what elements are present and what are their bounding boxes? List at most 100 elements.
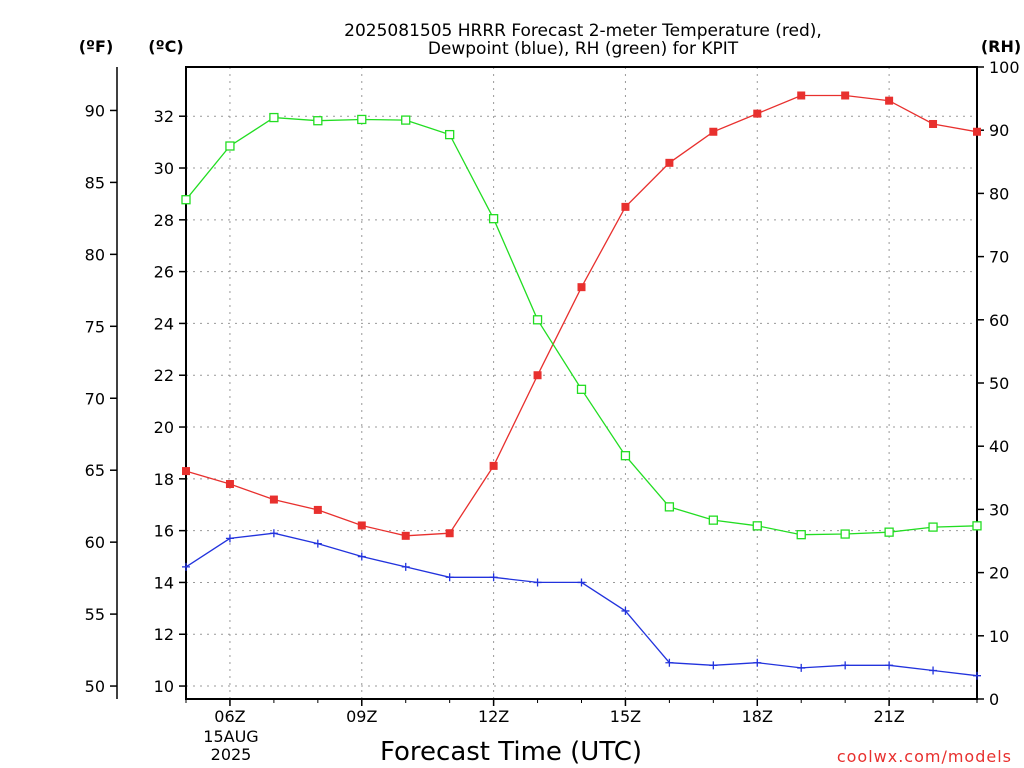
celsius-tick-label: 26 (154, 263, 174, 282)
x-tick-label: 18Z (742, 707, 773, 726)
celsius-tick-label: 20 (154, 418, 174, 437)
data-point (445, 129, 455, 140)
rh-tick-label: 60 (989, 311, 1009, 330)
data-point (533, 578, 542, 587)
series-line (185, 116, 978, 536)
rh-tick-label: 30 (989, 500, 1009, 519)
data-point (488, 214, 499, 224)
fahrenheit-tick-label: 85 (85, 173, 105, 192)
data-point (532, 315, 543, 325)
x-date-label-year: 2025 (211, 745, 252, 764)
series-line (185, 532, 978, 677)
data-point (709, 127, 718, 136)
rh-tick-label: 70 (989, 248, 1009, 267)
grid-lines (186, 67, 977, 699)
series-temperature (182, 91, 981, 540)
fahrenheit-unit-label: (ºF) (79, 37, 114, 56)
fahrenheit-tick-label: 65 (85, 461, 105, 480)
data-point (709, 661, 718, 670)
data-point (797, 91, 806, 100)
rh-tick-label: 50 (989, 374, 1009, 393)
rh-tick-label: 0 (989, 690, 999, 709)
celsius-tick-label: 12 (154, 625, 174, 644)
series-dewpoint (182, 529, 981, 680)
celsius-tick-label: 10 (154, 677, 174, 696)
data-point (841, 661, 850, 670)
data-point (445, 529, 454, 538)
rh-unit-label: (RH) (981, 37, 1021, 56)
data-point (929, 666, 938, 675)
data-point (972, 521, 982, 531)
data-point (576, 384, 587, 394)
data-series (181, 91, 982, 680)
tick-labels: 06Z 09Z 12Z 15Z 18Z 21Z 10 12 14 16 18 20 22 24 26 28 30… (85, 58, 1020, 726)
chart-title-line1: 2025081505 HRRR Forecast 2-meter Tempera… (344, 21, 822, 41)
data-point (885, 96, 894, 105)
data-point (840, 529, 850, 539)
celsius-tick-label: 24 (154, 314, 174, 333)
celsius-tick-label: 28 (154, 211, 174, 230)
plot-frame (185, 66, 978, 700)
axes (110, 66, 984, 706)
data-point (445, 573, 454, 582)
data-point (269, 529, 278, 538)
celsius-tick-label: 30 (154, 159, 174, 178)
x-axis-title: Forecast Time (UTC) (380, 737, 642, 767)
rh-tick-label: 100 (989, 58, 1020, 77)
data-point (752, 521, 762, 531)
data-point (401, 562, 410, 571)
data-point (577, 283, 586, 292)
series-rh (181, 112, 982, 540)
data-point (489, 573, 498, 582)
data-point (313, 539, 322, 548)
data-point (269, 495, 278, 504)
data-point (928, 522, 938, 532)
data-point (577, 578, 586, 587)
x-tick-label: 09Z (346, 707, 377, 726)
data-point (665, 158, 674, 167)
data-point (621, 202, 630, 211)
data-point (796, 530, 806, 540)
rh-tick-label: 10 (989, 627, 1009, 646)
data-point (182, 467, 190, 476)
data-point (401, 531, 410, 540)
fahrenheit-tick-label: 90 (85, 101, 105, 120)
data-point (489, 461, 498, 470)
series-line (185, 94, 978, 537)
x-tick-label: 12Z (478, 707, 509, 726)
data-point (973, 671, 981, 680)
credit-text: coolwx.com/models (837, 747, 1012, 766)
data-point (929, 119, 938, 128)
data-point (357, 114, 367, 125)
data-point (753, 109, 762, 118)
rh-tick-label: 20 (989, 564, 1009, 583)
data-point (884, 527, 894, 537)
data-point (885, 661, 894, 670)
data-point (225, 141, 235, 151)
data-point (620, 451, 631, 461)
rh-tick-label: 90 (989, 121, 1009, 140)
data-point (665, 658, 674, 667)
chart-title-line2: Dewpoint (blue), RH (green) for KPIT (428, 39, 739, 59)
fahrenheit-tick-label: 70 (85, 389, 105, 408)
data-point (664, 502, 675, 512)
data-point (225, 534, 234, 543)
x-tick-label: 15Z (610, 707, 641, 726)
x-tick-label: 06Z (214, 707, 245, 726)
data-point (621, 606, 630, 615)
data-point (401, 115, 411, 125)
rh-tick-label: 80 (989, 184, 1009, 203)
celsius-tick-label: 14 (154, 573, 174, 592)
x-tick-label: 21Z (873, 707, 904, 726)
data-point (797, 663, 806, 672)
fahrenheit-tick-label: 75 (85, 317, 105, 336)
data-point (357, 521, 366, 530)
celsius-tick-label: 18 (154, 470, 174, 489)
x-date-label-day: 15AUG (203, 727, 258, 746)
data-point (533, 371, 542, 380)
fahrenheit-tick-label: 80 (85, 245, 105, 264)
data-point (181, 195, 191, 205)
fahrenheit-tick-label: 55 (85, 605, 105, 624)
rh-tick-label: 40 (989, 437, 1009, 456)
